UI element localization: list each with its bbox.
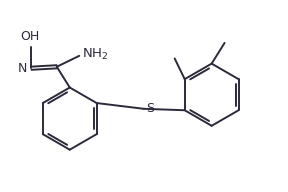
Text: N: N [18, 62, 27, 75]
Text: NH$_2$: NH$_2$ [82, 47, 108, 62]
Text: OH: OH [20, 30, 40, 43]
Text: S: S [146, 102, 154, 115]
